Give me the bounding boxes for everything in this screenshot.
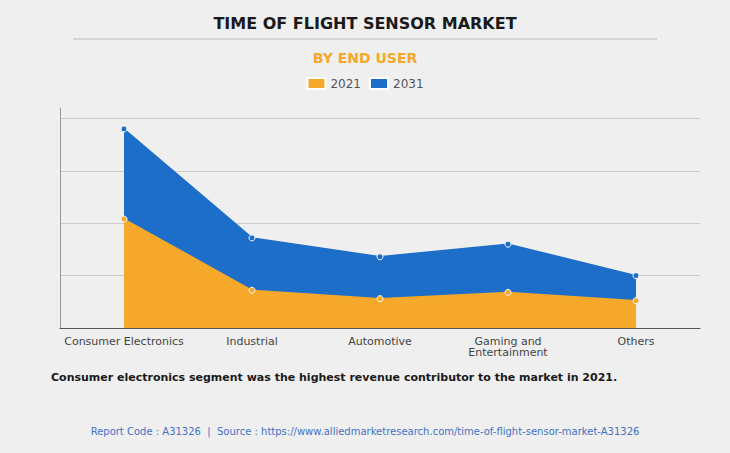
svg-text:Automotive: Automotive	[348, 335, 412, 348]
svg-text:TIME OF FLIGHT SENSOR MARKET: TIME OF FLIGHT SENSOR MARKET	[213, 14, 516, 33]
svg-text:2031: 2031	[393, 77, 424, 91]
svg-text:Consumer Electronics: Consumer Electronics	[64, 335, 184, 348]
svg-text:Industrial: Industrial	[226, 335, 278, 348]
svg-text:BY END USER: BY END USER	[313, 50, 418, 66]
svg-text:Gaming and: Gaming and	[474, 335, 542, 348]
svg-text:Others: Others	[618, 335, 655, 348]
svg-text:Consumer electronics segment w: Consumer electronics segment was the hig…	[51, 371, 617, 384]
svg-text:2021: 2021	[330, 77, 361, 91]
svg-text:Entertainment: Entertainment	[468, 346, 548, 359]
svg-text:Report Code : A31326 | Sourc: Report Code : A31326 | Source : https://…	[91, 426, 640, 438]
